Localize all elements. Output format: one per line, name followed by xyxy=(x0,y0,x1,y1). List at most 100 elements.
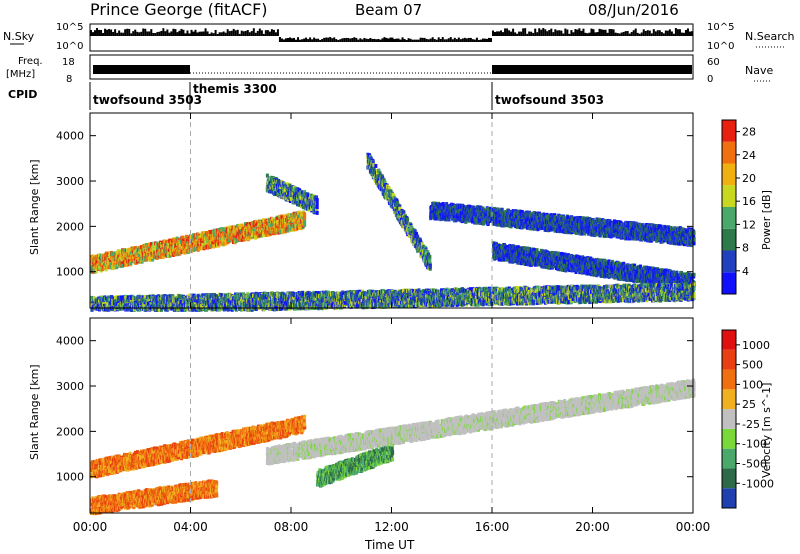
noise-sample xyxy=(265,30,267,36)
noise-sample xyxy=(398,39,400,42)
noise-sample xyxy=(659,30,661,36)
noise-sample xyxy=(193,32,195,36)
noise-sample xyxy=(601,29,603,36)
noise-sample xyxy=(518,32,520,36)
freq-bar-2 xyxy=(492,65,692,74)
noise-sample xyxy=(229,31,231,36)
noise-sample xyxy=(353,37,355,42)
noise-sample xyxy=(538,28,540,36)
noise-sample xyxy=(418,40,420,42)
noise-sample xyxy=(550,29,552,36)
noise-sample xyxy=(150,29,152,36)
noise-sample xyxy=(303,39,305,42)
noise-sample xyxy=(631,32,633,36)
noise-sample xyxy=(201,32,203,36)
noise-sample xyxy=(420,38,422,42)
cpid-mode-1: twofsound 3503 xyxy=(93,93,202,107)
noise-sample xyxy=(102,33,104,36)
noise-sample xyxy=(639,34,641,36)
date-label: 08/Jun/2016 xyxy=(588,1,679,19)
beam-label: Beam 07 xyxy=(355,1,422,19)
noise-sample xyxy=(426,39,428,42)
noise-sample xyxy=(635,29,637,36)
noise-sample xyxy=(257,31,259,36)
noise-trace xyxy=(90,28,693,42)
noise-sample xyxy=(307,39,309,42)
noise-sample xyxy=(309,37,311,42)
noise-sample xyxy=(402,37,404,42)
noise-sample xyxy=(488,38,490,42)
noise-sample xyxy=(675,28,677,36)
noise-sample xyxy=(410,39,412,42)
noise-sample xyxy=(371,39,373,42)
noise-sample xyxy=(114,29,116,36)
noise-sample xyxy=(607,33,609,36)
noise-sample xyxy=(297,37,299,42)
noise-sample xyxy=(291,38,293,42)
noise-sample xyxy=(619,33,621,36)
noise-sample xyxy=(645,31,647,36)
noise-sample xyxy=(394,39,396,42)
noise-sample xyxy=(530,32,532,36)
noise-sample xyxy=(148,31,150,36)
noise-sample xyxy=(661,32,663,36)
noise-sample xyxy=(112,32,114,36)
noise-sample xyxy=(305,38,307,42)
noise-sample xyxy=(586,33,588,36)
noise-sample xyxy=(665,30,667,36)
noise-sample xyxy=(351,38,353,42)
cpid-label: CPID xyxy=(8,88,37,101)
noise-sample xyxy=(331,38,333,42)
noise-sample xyxy=(136,32,138,36)
noise-sample xyxy=(667,31,669,36)
noise-sample xyxy=(434,39,436,42)
noise-sample xyxy=(281,39,283,42)
cpid-mode-2: themis 3300 xyxy=(193,82,277,96)
noise-sample xyxy=(540,30,542,36)
noise-sample xyxy=(502,32,504,36)
noise-sample xyxy=(508,30,510,36)
noise-sample xyxy=(460,39,462,42)
noise-sample xyxy=(168,33,170,36)
noise-sample xyxy=(301,39,303,42)
noise-sample xyxy=(195,30,197,36)
noise-sample xyxy=(422,38,424,42)
noise-sample xyxy=(225,33,227,36)
noise-sample xyxy=(313,38,315,42)
freq-right-tick-top: 60 xyxy=(707,57,720,68)
noise-sample xyxy=(315,39,317,42)
noise-sample xyxy=(349,39,351,42)
noise-sample xyxy=(544,29,546,36)
noise-sample xyxy=(289,37,291,42)
noise-sample xyxy=(333,37,335,42)
noise-right-tick-bottom: 10^0 xyxy=(707,41,734,52)
noise-sample xyxy=(588,33,590,36)
noise-sample xyxy=(269,32,271,36)
noise-sample xyxy=(132,31,134,36)
noise-sample xyxy=(603,30,605,36)
noise-sample xyxy=(599,29,601,36)
noise-sample xyxy=(124,29,126,36)
noise-sample xyxy=(271,29,273,36)
noise-sample xyxy=(209,34,211,36)
noise-sample xyxy=(118,31,120,36)
noise-sample xyxy=(562,33,564,36)
noise-sample xyxy=(345,38,347,42)
noise-sample xyxy=(584,33,586,36)
noise-sample xyxy=(283,39,285,42)
noise-sample xyxy=(188,33,190,36)
noise-sample xyxy=(178,31,180,36)
noise-sample xyxy=(512,29,514,36)
noise-sample xyxy=(339,39,341,42)
freq-right-tick-bottom: 0 xyxy=(707,74,713,85)
noise-sample xyxy=(528,32,530,36)
noise-sample xyxy=(367,39,369,42)
noise-sample xyxy=(671,31,673,36)
noise-sample xyxy=(263,34,265,36)
power-bg xyxy=(90,113,693,308)
noise-sample xyxy=(466,38,468,42)
noise-sample xyxy=(406,40,408,42)
noise-sample xyxy=(295,40,297,42)
noise-sample xyxy=(462,38,464,42)
noise-sample xyxy=(494,32,496,36)
